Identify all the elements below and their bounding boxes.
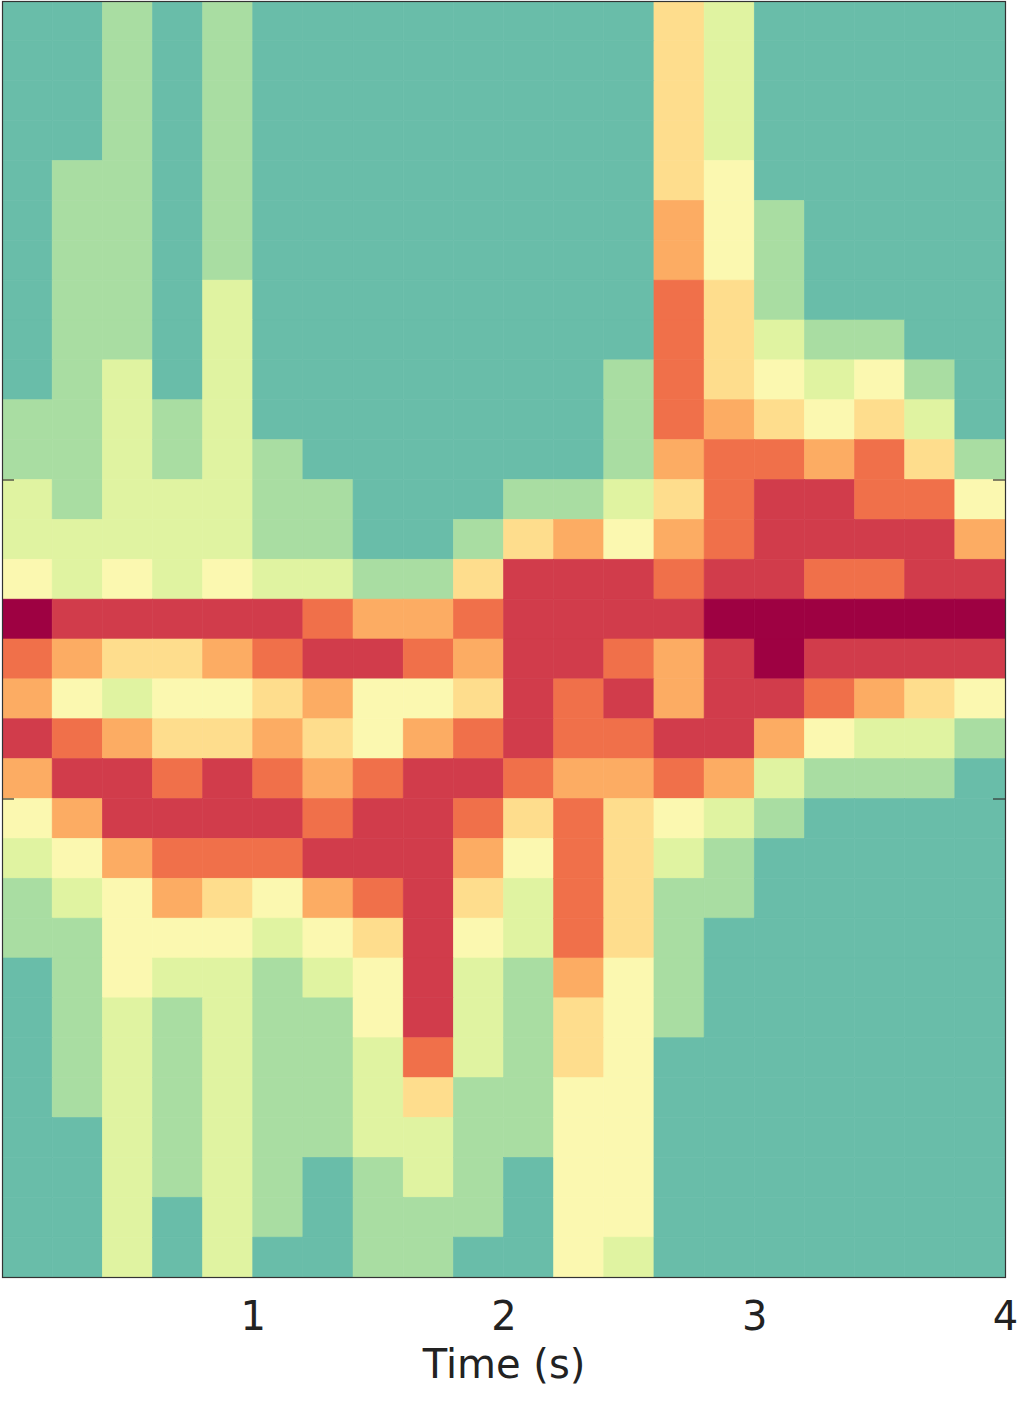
svg-text:3: 3: [742, 1293, 767, 1339]
svg-text:Time (s): Time (s): [422, 1341, 586, 1387]
svg-text:1: 1: [241, 1293, 266, 1339]
svg-text:4: 4: [993, 1293, 1018, 1339]
svg-text:2: 2: [491, 1293, 516, 1339]
